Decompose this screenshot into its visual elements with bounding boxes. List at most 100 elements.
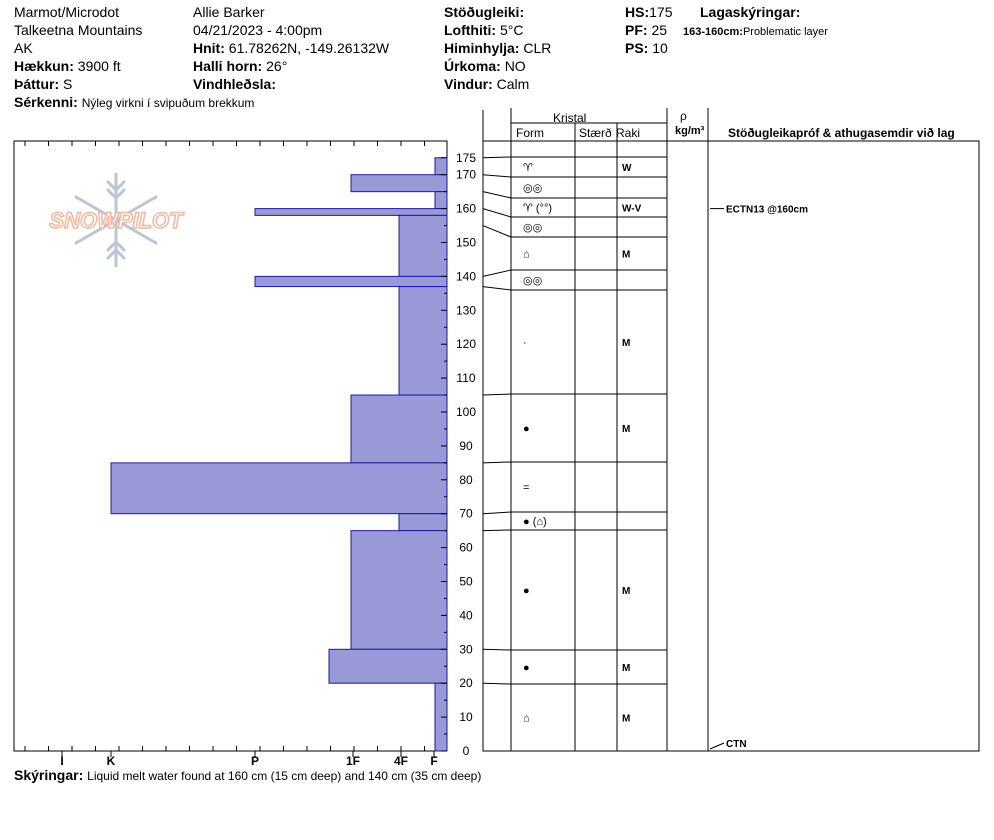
hs-value: 175	[649, 4, 673, 20]
test-label: ECTN13 @160cm	[726, 205, 808, 216]
sky-value: CLR	[523, 40, 552, 56]
hardness-bar	[398, 513, 448, 532]
location: Marmot/Microdot	[14, 4, 120, 20]
comments-text: Liquid melt water found at 160 cm (15 cm…	[87, 769, 482, 783]
wind-loading: Vindhleðsla:	[193, 76, 276, 92]
elevation: Hækkun: 3900 ft	[14, 58, 121, 74]
x-tick-label: 1F	[346, 754, 360, 768]
crystal-form: =	[523, 482, 529, 494]
coordinates: Hnit: 61.78262N, -149.26132W	[193, 40, 389, 56]
y-tick-label: 30	[459, 642, 473, 656]
aspect: Þáttur: S	[14, 76, 72, 92]
y-tick-label: 150	[456, 236, 476, 250]
snowflake-icon: SNOWPILOT	[49, 172, 185, 268]
precip-label: Úrkoma:	[444, 58, 501, 74]
tests-header: Stöðugleikapróf & athugasemdir við lag	[728, 126, 955, 140]
y-tick-label: 80	[459, 473, 473, 487]
pf-label: PF:	[625, 22, 648, 38]
test-label: CTN	[726, 739, 747, 750]
hardness-bar	[434, 157, 448, 176]
slope-value: 26°	[266, 58, 288, 74]
y-tick-label: 70	[459, 507, 473, 521]
snowpilot-logo: SNOWPILOT	[36, 170, 196, 270]
size-header: Stærð	[579, 126, 612, 140]
legend-text: Problematic layer	[742, 26, 828, 38]
features: Sérkenni: Nýleg virkni í svipuðum brekku…	[14, 94, 254, 111]
depth-connector	[482, 191, 512, 199]
test-arrow	[709, 742, 725, 750]
air-temp-value: 5°C	[499, 22, 524, 38]
wind: Vindur: Calm	[444, 76, 529, 92]
y-tick-label: 140	[456, 269, 476, 283]
y-tick-label: 175	[456, 151, 476, 165]
crystal-form: ●	[523, 585, 530, 597]
depth-connector	[482, 648, 512, 651]
x-tick-label: I	[60, 754, 63, 768]
depth-connector	[482, 269, 512, 277]
y-tick-label: 10	[459, 710, 473, 724]
moisture-value: M	[622, 424, 630, 435]
x-tick-label: P	[251, 754, 259, 768]
air-temp-label: Lofthiti:	[444, 22, 497, 38]
hardness-bar	[328, 648, 448, 684]
crystal-form: ◎◎	[523, 275, 542, 287]
y-tick-label: 100	[456, 405, 476, 419]
y-tick-label: 90	[459, 439, 473, 453]
moisture-value: W	[622, 163, 632, 174]
y-tick-label: 130	[456, 303, 476, 317]
ps-label: PS:	[625, 40, 649, 56]
stability-label: Stöðugleiki:	[444, 4, 525, 20]
depth-connector	[482, 286, 512, 291]
depth-connector	[482, 682, 512, 685]
crystal-form: ● (⌂)	[523, 516, 547, 528]
hardness-bar	[350, 394, 448, 464]
state: AK	[14, 40, 33, 56]
x-tick-label: 4F	[394, 754, 408, 768]
ps: PS: 10	[625, 40, 668, 56]
logo-text: SNOWPILOT	[49, 208, 184, 233]
comments-label: Skýringar:	[14, 767, 84, 783]
y-tick-label: 50	[459, 575, 473, 589]
mountain-range: Talkeetna Mountains	[14, 22, 143, 38]
aspect-label: Þáttur:	[14, 76, 60, 92]
crystal-form: ◎◎	[523, 222, 542, 234]
crystal-form: ♈ (°°)	[523, 203, 552, 215]
crystal-form: ⌂	[523, 249, 530, 261]
features-value: Nýleg virkni í svipuðum brekkum	[81, 96, 255, 110]
y-tick-label: 120	[456, 337, 476, 351]
coords-value: 61.78262N, -149.26132W	[228, 40, 390, 56]
crystal-form: ·	[523, 337, 527, 349]
kristal-header: Kristal	[553, 111, 587, 125]
depth-connector	[482, 225, 512, 238]
moisture-value: M	[622, 250, 630, 261]
precip: Úrkoma: NO	[444, 58, 526, 74]
wind-loading-label: Vindhleðsla:	[193, 76, 276, 92]
y-tick-label: 0	[463, 744, 470, 758]
hardness-bar	[254, 275, 448, 288]
depth-connector	[482, 156, 512, 159]
moisture-value: M	[622, 663, 630, 674]
depth-connector	[482, 461, 512, 464]
depth-connector	[482, 529, 512, 532]
y-tick-label: 40	[459, 608, 473, 622]
air-temp: Lofthiti: 5°C	[444, 22, 523, 38]
moisture-value: M	[622, 338, 630, 349]
pf-value: 25	[651, 22, 668, 38]
legend-label: Lagaskýringar:	[700, 4, 801, 20]
form-header: Form	[516, 126, 544, 140]
features-label: Sérkenni:	[14, 94, 78, 110]
hs-label: HS:	[625, 4, 650, 20]
observer: Allie Barker	[193, 4, 265, 20]
hardness-bar	[254, 208, 448, 216]
slope: Halli horn: 26°	[193, 58, 287, 74]
wind-value: Calm	[496, 76, 530, 92]
depth-connector	[482, 511, 512, 515]
y-tick-label: 170	[456, 168, 476, 182]
x-tick-label: F	[430, 754, 437, 768]
pf: PF: 25	[625, 22, 667, 38]
crystal-form: ♈	[523, 162, 533, 174]
moisture-value: W-V	[622, 204, 642, 215]
moisture-header: Raki	[616, 126, 641, 140]
y-tick-label: 110	[456, 371, 475, 385]
elevation-label: Hækkun:	[14, 58, 74, 74]
